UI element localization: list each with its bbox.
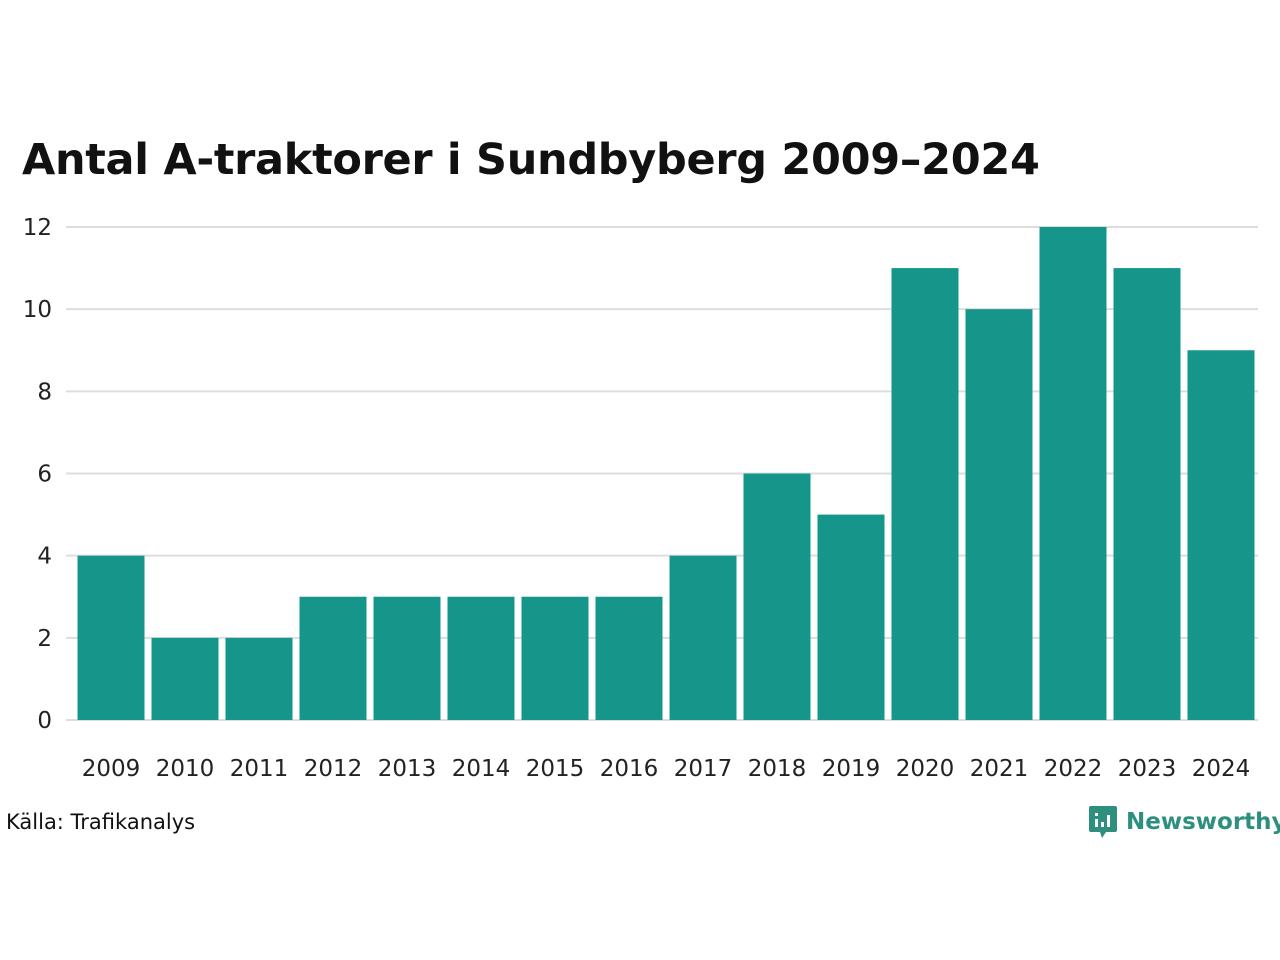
bar-2012 [299,596,367,720]
bar-2020 [891,268,959,720]
bar-2011 [225,637,293,720]
y-tick-label: 0 [37,708,52,734]
chart-bubble-icon [1089,806,1117,838]
bar-2015 [521,596,589,720]
y-tick-label: 8 [37,379,52,405]
x-tick-label: 2013 [378,756,437,782]
bar-2022 [1039,227,1107,720]
x-tick-label: 2022 [1044,756,1103,782]
bar-2016 [595,596,663,720]
bar-2013 [373,596,441,720]
brand-logo[interactable]: Newsworthy [1088,804,1280,840]
bar-2019 [817,514,885,720]
bar-2017 [669,555,737,720]
bars [77,227,1255,720]
y-tick-label: 2 [37,626,52,652]
y-tick-label: 10 [23,297,52,323]
x-tick-label: 2023 [1118,756,1177,782]
x-tick-label: 2017 [674,756,733,782]
x-axis-ticks: 2009 2010 2011 2012 2013 2014 2015 2016 2017 2018… [82,756,1251,782]
x-tick-label: 2009 [82,756,141,782]
x-tick-label: 2010 [156,756,215,782]
bar-2014 [447,596,515,720]
x-tick-label: 2016 [600,756,659,782]
source-note: Källa: Trafikanalys [6,810,196,834]
y-tick-label: 12 [23,215,52,241]
y-tick-label: 4 [37,544,52,570]
y-tick-label: 6 [37,462,52,488]
y-axis-ticks: 0 2 4 6 8 10 12 [23,215,52,734]
x-tick-label: 2021 [970,756,1029,782]
x-tick-label: 2012 [304,756,363,782]
x-tick-label: 2020 [896,756,955,782]
x-tick-label: 2011 [230,756,289,782]
bar-2023 [1113,268,1181,720]
x-tick-label: 2019 [822,756,881,782]
bar-2009 [77,555,145,720]
x-tick-label: 2014 [452,756,511,782]
x-tick-label: 2024 [1192,756,1251,782]
bar-2010 [151,637,219,720]
bar-2018 [743,473,811,720]
bar-2021 [965,309,1033,720]
x-tick-label: 2015 [526,756,585,782]
chart-title: Antal A-traktorer i Sundbyberg 2009–2024 [22,135,1040,185]
bar-2024 [1187,350,1255,720]
x-tick-label: 2018 [748,756,807,782]
brand-name: Newsworthy [1126,809,1280,835]
